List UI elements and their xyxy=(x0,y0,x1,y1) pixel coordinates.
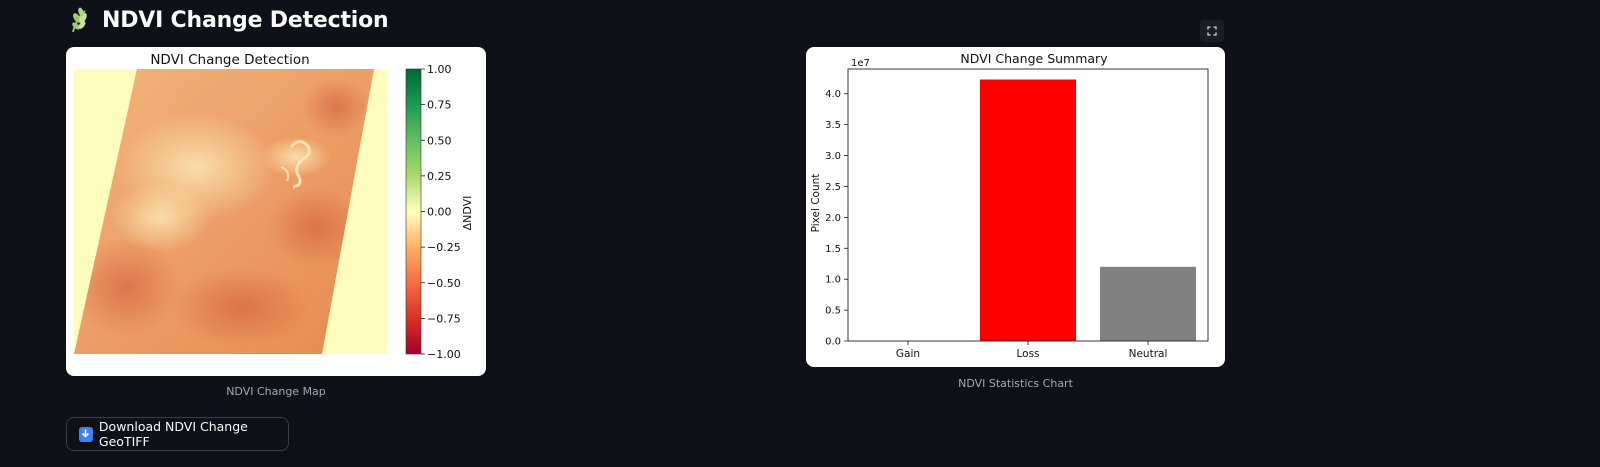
fullscreen-button[interactable] xyxy=(1200,20,1224,42)
y-tick-label: 4.0 xyxy=(825,89,841,100)
colorbar: 1.00 0.75 0.50 0.25 0.00 −0.25 −0.50 −0.75 −1.00… xyxy=(405,63,474,361)
y-axis-ticks: 0.0 0.5 1.0 1.5 2.0 2.5 3.0 3.5 4.0 xyxy=(825,89,848,348)
ndvi-change-map-figure: NDVI Change Detection 1.00 0.75 0.50 0.25 0.… xyxy=(66,47,486,376)
colorbar-tick-label: 0.75 xyxy=(427,99,452,112)
colorbar-tick-label: 0.25 xyxy=(427,170,452,183)
y-tick-label: 1.5 xyxy=(825,244,841,255)
x-tick-label: Loss xyxy=(1016,348,1039,360)
plot-frame xyxy=(847,68,1209,342)
map-caption: NDVI Change Map xyxy=(226,385,326,398)
ndvi-summary-chart-figure: NDVI Change Summary 1e7 Pixel Count 0.0 0… xyxy=(806,47,1225,367)
download-geotiff-button[interactable]: Download NDVI Change GeoTIFF xyxy=(66,417,289,451)
colorbar-tick-label: −0.75 xyxy=(427,312,461,325)
download-button-label: Download NDVI Change GeoTIFF xyxy=(98,419,248,449)
colorbar-scale xyxy=(405,68,422,355)
map-title: NDVI Change Detection xyxy=(150,52,309,68)
colorbar-tick-label: 0.00 xyxy=(427,206,452,219)
y-tick-label: 2.0 xyxy=(825,213,841,224)
x-tick-label: Neutral xyxy=(1129,348,1168,360)
colorbar-tick-label: −1.00 xyxy=(427,348,461,361)
y-tick-label: 1.0 xyxy=(825,275,841,286)
y-axis-label: Pixel Count xyxy=(810,174,822,233)
page-title-text: NDVI Change Detection xyxy=(102,7,389,33)
x-axis-ticks: Gain Loss Neutral xyxy=(896,341,1167,360)
y-tick-label: 2.5 xyxy=(825,182,841,193)
bar-neutral xyxy=(1100,266,1196,341)
y-tick-label: 0.5 xyxy=(825,306,841,317)
x-tick-label: Gain xyxy=(896,348,920,360)
y-axis-multiplier: 1e7 xyxy=(851,58,870,69)
colorbar-tick-label: 0.50 xyxy=(427,134,452,147)
leaf-icon xyxy=(72,7,87,33)
y-tick-label: 0.0 xyxy=(825,337,841,348)
colorbar-ticks: 1.00 0.75 0.50 0.25 0.00 −0.25 −0.50 −0.75 −1.00 xyxy=(421,63,461,361)
chart-title: NDVI Change Summary xyxy=(960,51,1108,66)
bar-series xyxy=(980,79,1196,341)
y-tick-label: 3.5 xyxy=(825,120,841,131)
expand-icon xyxy=(1207,26,1217,36)
bar-loss xyxy=(980,79,1076,341)
colorbar-tick-label: −0.50 xyxy=(427,277,461,290)
colorbar-label: ΔNDVI xyxy=(461,196,474,231)
colorbar-tick-label: −0.25 xyxy=(427,241,461,254)
chart-caption: NDVI Statistics Chart xyxy=(958,377,1073,390)
y-tick-label: 3.0 xyxy=(825,151,841,162)
colorbar-tick-label: 1.00 xyxy=(427,63,452,76)
download-arrow-icon xyxy=(79,426,93,442)
page-title: NDVI Change Detection xyxy=(68,4,389,36)
ndvi-change-raster xyxy=(74,69,387,354)
